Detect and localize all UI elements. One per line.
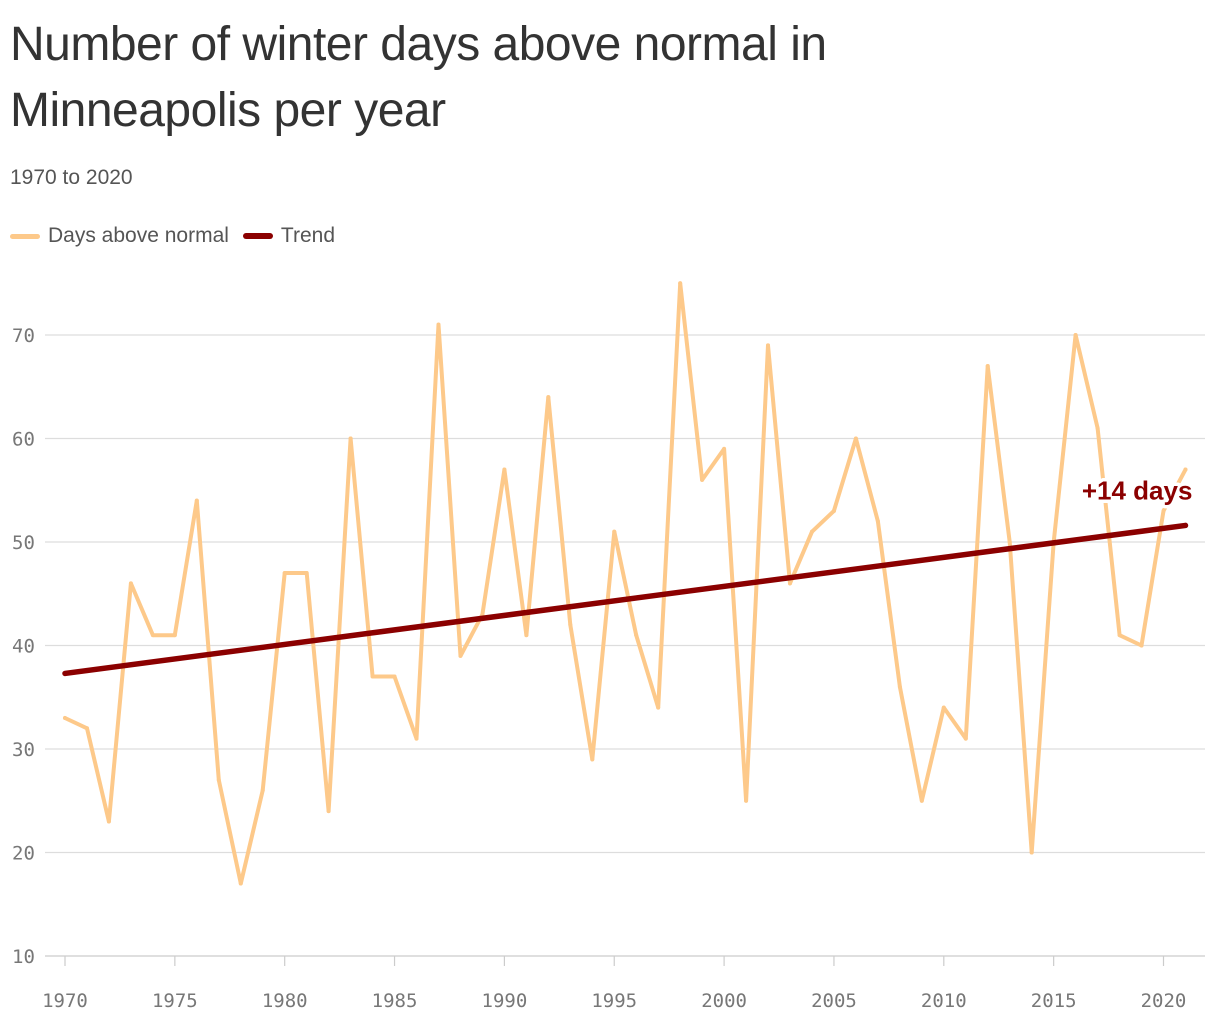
data-point-2021 xyxy=(1183,467,1188,472)
x-tick-label-1975: 1975 xyxy=(152,990,198,1012)
data-point-1982 xyxy=(326,809,331,814)
data-point-2014 xyxy=(1029,850,1034,855)
data-point-2010 xyxy=(941,705,946,710)
data-point-1970 xyxy=(63,715,67,720)
data-point-2008 xyxy=(897,684,902,689)
legend-item-trend: Trend xyxy=(242,224,336,248)
x-tick-label-1985: 1985 xyxy=(372,990,418,1012)
chart-title: Number of winter days above normal in Mi… xyxy=(10,18,827,137)
legend-swatch-trend xyxy=(242,233,273,239)
legend: Days above normal Trend xyxy=(10,224,349,248)
y-tick-label-40: 40 xyxy=(12,636,35,658)
data-point-1980 xyxy=(282,571,287,576)
data-point-2009 xyxy=(919,798,924,803)
data-point-1973 xyxy=(128,581,133,586)
data-point-2004 xyxy=(809,529,814,534)
data-point-2020 xyxy=(1161,508,1166,513)
y-tick-label-50: 50 xyxy=(12,532,35,554)
data-point-1993 xyxy=(568,622,573,627)
y-tick-label-10: 10 xyxy=(12,946,35,968)
data-point-1987 xyxy=(436,322,441,327)
data-point-1983 xyxy=(348,436,353,441)
annotation-halo: +14 days xyxy=(1082,475,1193,505)
data-point-1971 xyxy=(84,726,89,731)
y-tick-label-60: 60 xyxy=(12,429,35,451)
data-point-1976 xyxy=(194,498,199,503)
y-tick-label-30: 30 xyxy=(12,739,35,761)
data-point-1979 xyxy=(260,788,265,793)
data-point-1975 xyxy=(172,633,177,638)
data-point-2012 xyxy=(985,364,990,369)
data-point-2018 xyxy=(1117,633,1122,638)
series-line-days-above-normal xyxy=(63,281,1188,886)
data-point-2011 xyxy=(963,736,968,741)
data-point-2000 xyxy=(722,446,727,451)
legend-item-days-above-normal: Days above normal xyxy=(10,224,229,248)
y-tick-label-70: 70 xyxy=(12,325,35,347)
x-tick-label-2000: 2000 xyxy=(701,990,747,1012)
data-point-2013 xyxy=(1007,540,1012,544)
data-point-1990 xyxy=(502,467,507,472)
data-point-2001 xyxy=(744,798,749,803)
series-line-trend xyxy=(62,522,1189,677)
data-point-1972 xyxy=(106,819,111,824)
data-point-2003 xyxy=(788,581,793,586)
legend-label-days-above-normal: Days above normal xyxy=(48,224,229,247)
data-point-1986 xyxy=(414,736,419,741)
data-point-1995 xyxy=(612,529,617,534)
data-point-2016 xyxy=(1073,333,1078,337)
data-point-1999 xyxy=(700,477,705,482)
x-tick-label-1995: 1995 xyxy=(591,990,637,1012)
data-point-1994 xyxy=(590,757,595,762)
x-tick-label-2005: 2005 xyxy=(811,990,857,1012)
legend-label-trend: Trend xyxy=(280,224,336,247)
data-point-2006 xyxy=(853,436,858,441)
x-tick-label-2010: 2010 xyxy=(921,990,967,1012)
x-tick-label-2015: 2015 xyxy=(1031,990,1077,1012)
x-tick-label-1980: 1980 xyxy=(262,990,308,1012)
data-point-1998 xyxy=(678,281,683,286)
data-point-1977 xyxy=(216,778,221,783)
chart-subtitle: 1970 to 2020 xyxy=(10,166,133,189)
data-point-1978 xyxy=(238,881,243,886)
data-point-2007 xyxy=(875,519,880,524)
data-point-1974 xyxy=(150,633,155,638)
data-point-1996 xyxy=(634,633,639,638)
data-point-2019 xyxy=(1139,643,1144,648)
data-point-1997 xyxy=(656,705,661,710)
data-point-1992 xyxy=(546,395,551,400)
x-tick-label-1990: 1990 xyxy=(482,990,528,1012)
x-tick-label-2020: 2020 xyxy=(1141,990,1187,1012)
data-point-1985 xyxy=(392,674,397,679)
data-point-1991 xyxy=(524,633,529,638)
data-point-1981 xyxy=(304,571,309,576)
data-point-2005 xyxy=(831,508,836,513)
y-tick-label-20: 20 xyxy=(12,843,35,865)
data-point-1984 xyxy=(370,674,375,679)
data-point-1988 xyxy=(458,653,463,658)
data-point-2017 xyxy=(1095,426,1100,431)
data-point-2002 xyxy=(766,343,771,348)
legend-swatch-days-above-normal xyxy=(10,233,40,239)
annotation-label: +14 days xyxy=(1082,475,1193,505)
x-tick-label-1970: 1970 xyxy=(42,990,88,1012)
